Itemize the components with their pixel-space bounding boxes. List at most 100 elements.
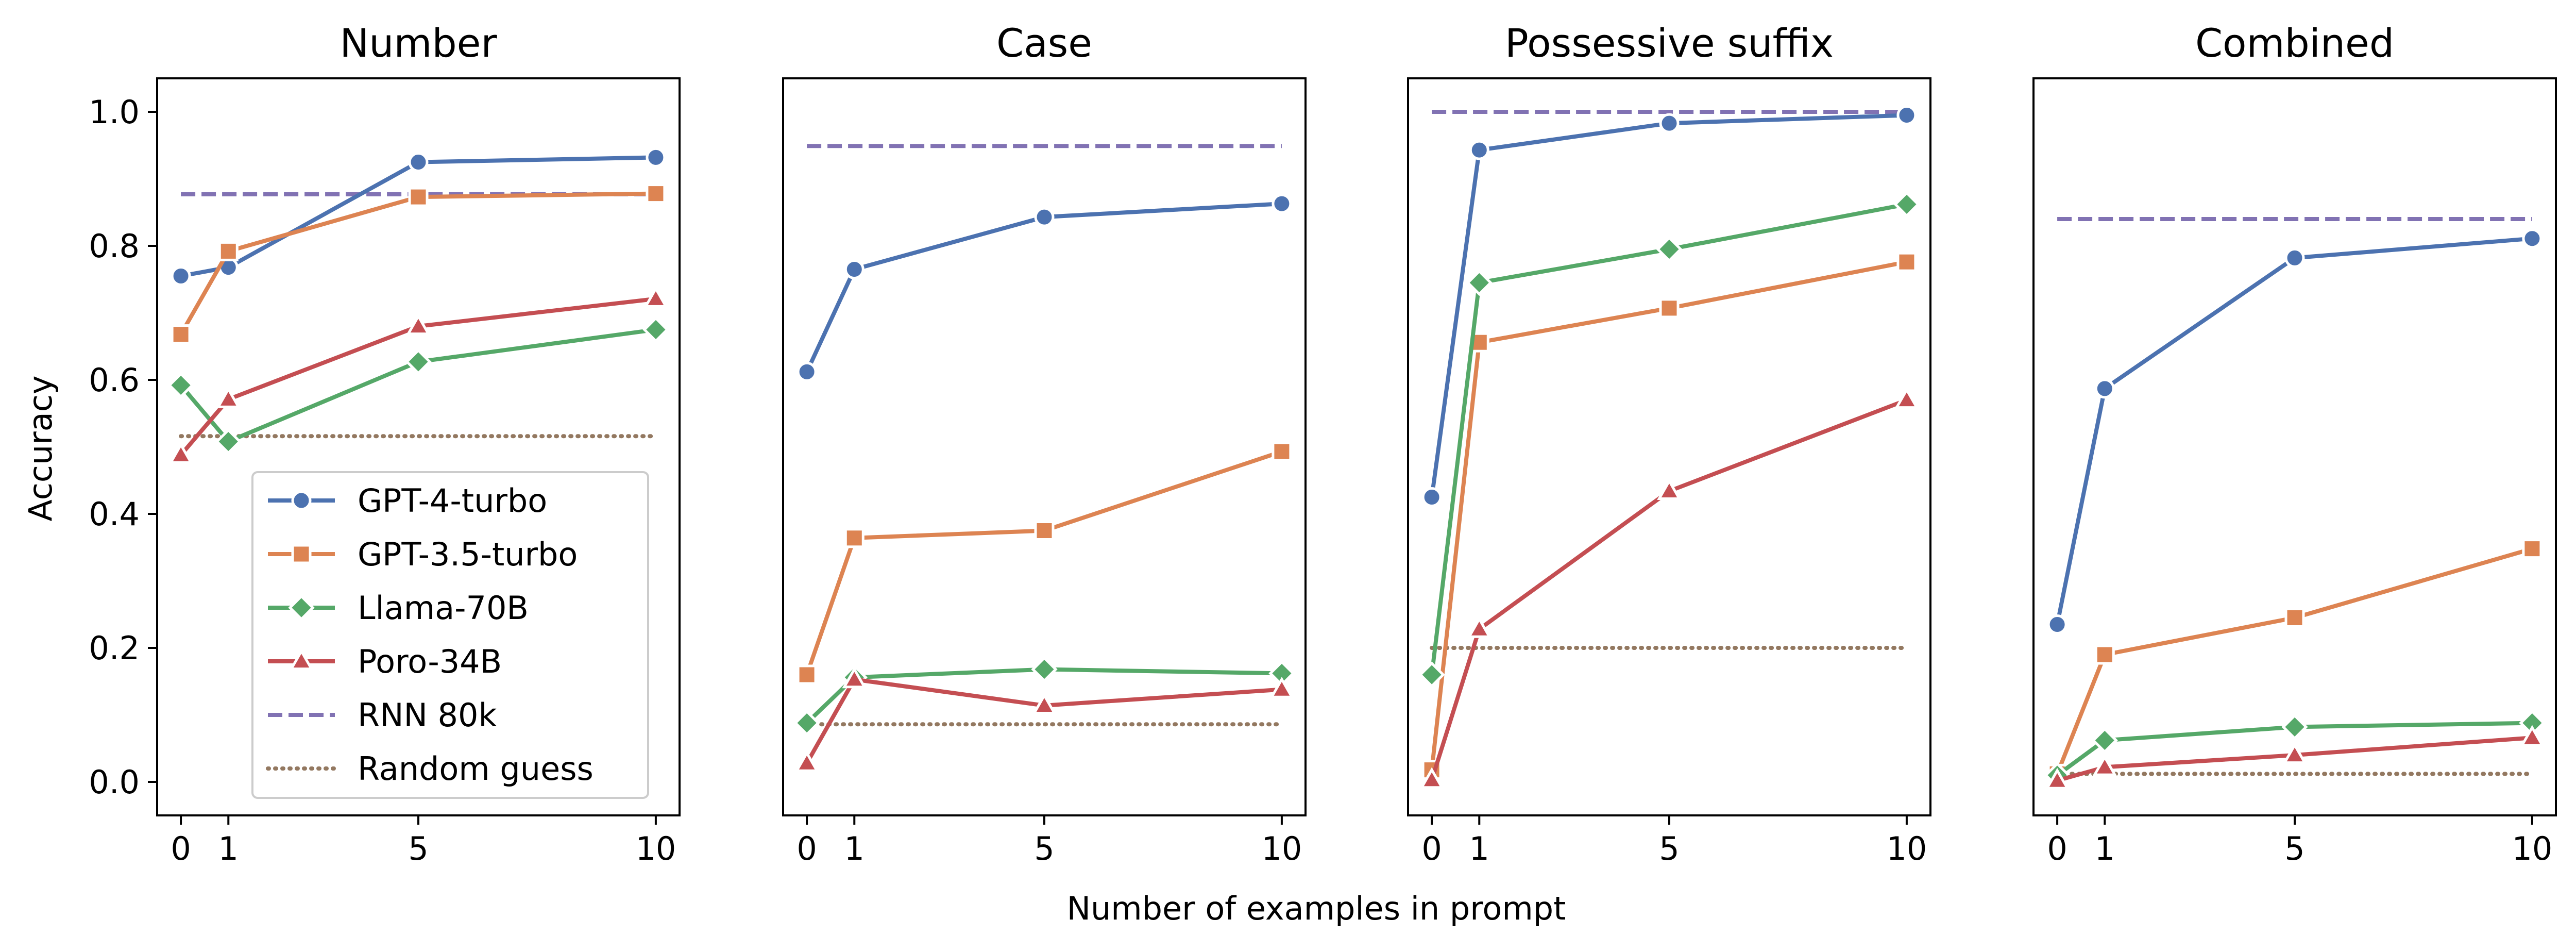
series-line [1430,113,1907,498]
legend-label: Llama-70B [358,589,529,627]
legend-box [251,471,649,799]
data-point [171,324,191,345]
panel-number: Number 0 1 5 10 0.0 0.2 0.4 0.6 0.8 1.0 [89,20,681,867]
data-point [643,286,668,308]
legend-label: Random guess [358,750,594,788]
data-point [796,361,817,382]
series-llama-70b [1418,191,1920,688]
y-tick-label: 1.0 [89,93,140,131]
data-point [2522,228,2543,249]
legend-label: GPT-3.5-turbo [358,536,578,573]
panel-title: Number [340,20,497,66]
data-point [171,266,191,286]
x-tick-label: 10 [1886,830,1927,867]
y-tick-label: 0.8 [89,227,140,265]
data-point [1032,693,1057,714]
data-point [796,664,817,685]
x-tick-label: 5 [2284,830,2304,867]
legend-item-gpt-4-turbo: GPT-4-turbo [268,482,547,520]
legend-swatch-marker [291,490,312,511]
series-line [2055,546,2533,775]
series-line [805,202,1282,373]
x-tick-label: 1 [1469,830,1489,867]
panel-combined: Combined 0 1 5 10 [2032,20,2557,867]
data-point [2094,644,2115,665]
data-point [1467,616,1492,638]
x-tick-label: 0 [796,830,817,867]
data-point [218,241,239,261]
data-point [1466,269,1493,296]
y-tick-label: 0.2 [89,629,140,667]
series-line [1430,398,1908,781]
data-point [642,316,669,343]
series-line [180,155,656,278]
x-tick-label: 1 [2095,830,2115,867]
panel-title: Combined [2195,20,2394,66]
data-point [1893,191,1920,218]
data-point [1272,441,1292,462]
y-tick-label: 0.6 [89,361,140,399]
data-point [1659,298,1680,319]
data-point [1894,387,1919,409]
series-poro-34b [1419,387,1919,789]
x-tick-label: 5 [408,830,428,867]
data-point [844,528,865,548]
data-point [406,313,431,336]
data-point [2284,247,2305,268]
legend-item-gpt-3-5-turbo: GPT-3.5-turbo [268,536,578,573]
x-tick-label: 5 [1034,830,1054,867]
data-point [646,147,666,168]
data-point [408,187,429,207]
x-tick-label: 10 [2512,830,2552,867]
plot-frame [156,77,681,816]
data-point [1657,478,1682,500]
data-point [1659,113,1680,133]
x-tick-label: 0 [2047,830,2067,867]
series-gpt-3-5-turbo [796,441,1292,685]
legend-label: Poro-34B [358,643,502,680]
panel-title: Possessive suffix [1505,20,1834,66]
plot-frame [782,77,1307,816]
data-point [793,709,820,737]
series-line [179,296,656,457]
data-point [2091,727,2118,754]
data-point [2284,608,2305,628]
y-tick-label: 0.0 [89,763,140,801]
data-point [646,183,666,204]
data-point [2520,725,2545,747]
series-line [1430,202,1907,675]
x-axis-label: Number of examples in prompt [1067,890,1566,927]
series-poro-34b [2045,725,2545,790]
x-tick-label: 0 [1421,830,1442,867]
data-point [2092,754,2117,776]
data-point [1421,487,1442,507]
data-point [2047,614,2067,634]
data-point [1034,521,1055,541]
x-tick-label: 5 [1659,830,1679,867]
series-gpt-4-turbo [796,193,1292,382]
y-axis-label: Accuracy [22,375,59,521]
legend-swatch-marker [291,544,312,564]
x-tick-label: 0 [171,830,191,867]
legend-label: RNN 80k [358,696,497,734]
data-point [1656,236,1683,263]
legend-label: GPT-4-turbo [358,482,547,520]
series-line [805,677,1282,764]
data-point [842,666,867,689]
series-line [2055,236,2533,625]
series-line [179,327,656,444]
series-line [1430,260,1907,771]
legend-swatch-marker [288,594,315,621]
panel-possessive-suffix: Possessive suffix 0 1 5 10 [1407,20,1931,867]
data-point [1418,661,1445,688]
data-point [408,152,429,172]
legend: GPT-4-turbo GPT-3.5-turbo Llama-70B Poro-34… [251,471,649,799]
series-line [2057,736,2533,783]
data-point [216,387,241,408]
legend-item-poro-34b: Poro-34B [268,643,502,680]
data-point [168,442,193,464]
panel-title: Case [996,20,1092,66]
series-line [2056,721,2532,777]
